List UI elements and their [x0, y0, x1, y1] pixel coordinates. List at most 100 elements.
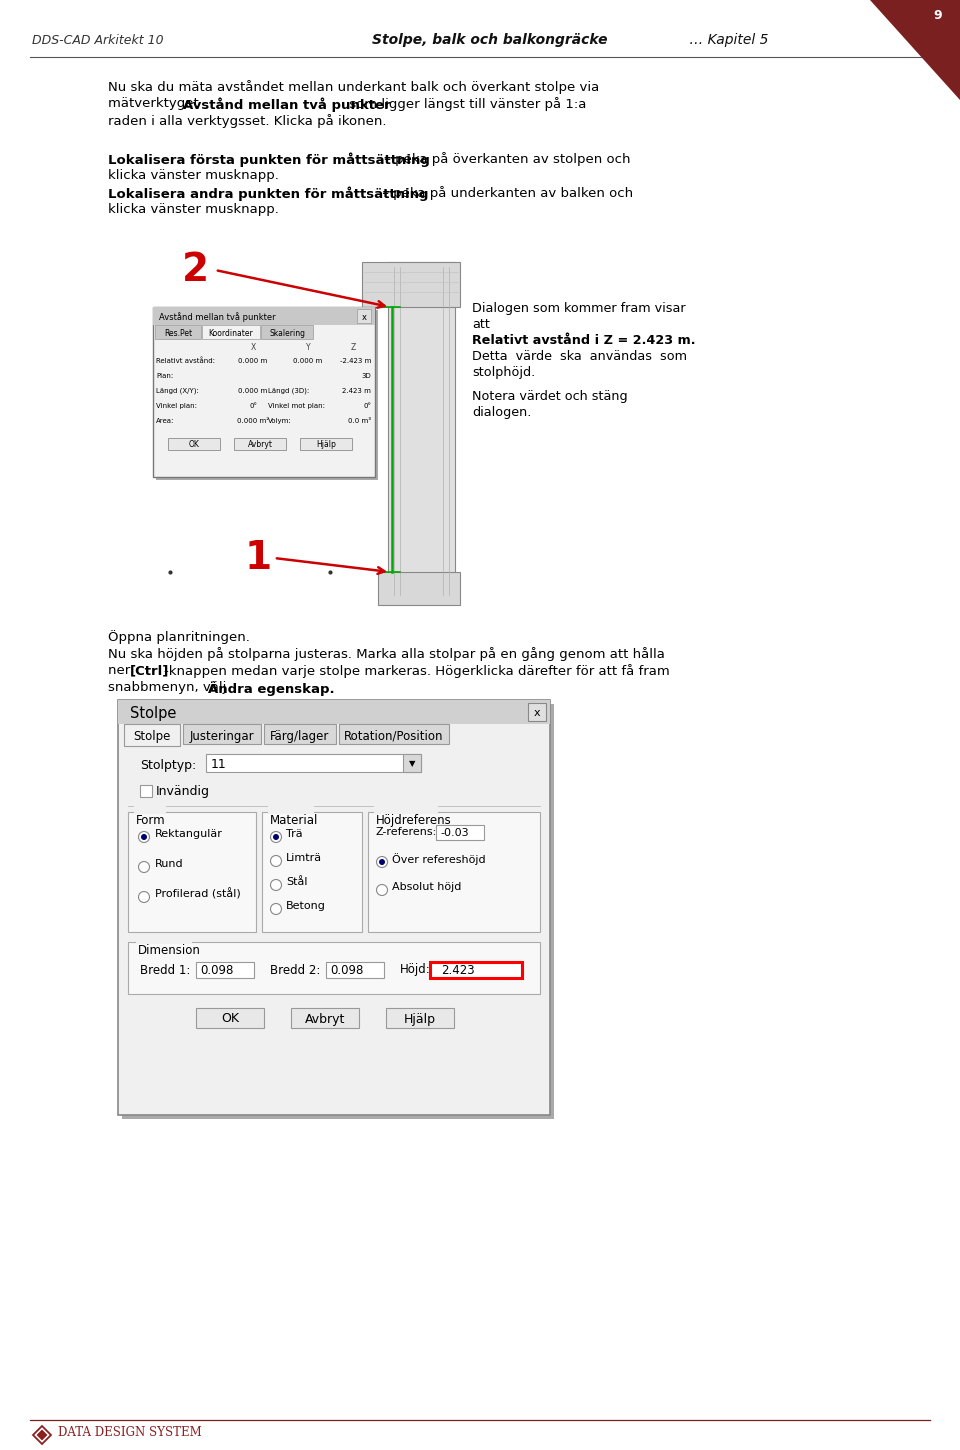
Text: Bredd 1:: Bredd 1:	[140, 963, 190, 976]
Text: -2.423 m: -2.423 m	[340, 358, 371, 364]
Circle shape	[138, 892, 150, 902]
Text: Z-referens:: Z-referens:	[376, 826, 437, 837]
Text: Vinkel plan:: Vinkel plan:	[156, 403, 197, 409]
Text: Area:: Area:	[156, 418, 175, 423]
Text: X: X	[251, 342, 255, 351]
Text: Trä: Trä	[286, 829, 302, 840]
Text: Volym:: Volym:	[268, 418, 292, 423]
Bar	[128, 812, 256, 932]
Text: Rund: Rund	[155, 858, 183, 869]
Text: Form: Form	[136, 813, 166, 826]
Text: Z: Z	[350, 342, 355, 351]
Text: Över refereshöjd: Över refereshöjd	[392, 853, 486, 866]
Bar	[362, 262, 460, 307]
Bar	[140, 784, 152, 798]
Text: Dialogen som kommer fram visar: Dialogen som kommer fram visar	[472, 302, 685, 315]
Text: raden i alla verktygsset. Klicka på ikonen.: raden i alla verktygsset. Klicka på ikon…	[108, 115, 387, 128]
Text: Färg/lager: Färg/lager	[271, 729, 329, 742]
Text: 9: 9	[934, 9, 943, 22]
Text: DATA DESIGN SYSTEM: DATA DESIGN SYSTEM	[58, 1425, 202, 1438]
Circle shape	[138, 831, 150, 842]
Text: x: x	[534, 708, 540, 718]
Bar	[357, 309, 371, 323]
Text: Avstånd mellan två punkter: Avstånd mellan två punkter	[159, 312, 276, 322]
Circle shape	[379, 858, 385, 866]
Text: Hjälp: Hjälp	[316, 439, 336, 448]
Text: Stolpe, balk och balkongräcke: Stolpe, balk och balkongräcke	[372, 33, 608, 46]
Text: 0.098: 0.098	[200, 964, 233, 977]
Text: Hjälp: Hjälp	[404, 1012, 436, 1025]
Circle shape	[138, 861, 150, 873]
Bar	[339, 724, 449, 744]
Text: 2.423 m: 2.423 m	[342, 389, 371, 394]
Text: Relativt avstånd i Z = 2.423 m.: Relativt avstånd i Z = 2.423 m.	[472, 334, 695, 347]
Bar	[136, 934, 192, 944]
Bar	[430, 961, 522, 977]
Text: 0.000 m: 0.000 m	[238, 389, 268, 394]
Text: Längd (3D):: Längd (3D):	[268, 387, 309, 394]
Text: Avbryt: Avbryt	[248, 439, 273, 448]
Text: Stolpe: Stolpe	[130, 706, 177, 721]
Text: 0°: 0°	[363, 403, 371, 409]
Circle shape	[271, 856, 281, 867]
Bar	[388, 262, 455, 600]
Text: … Kapitel 5: … Kapitel 5	[685, 33, 769, 46]
Text: -knappen medan varje stolpe markeras. Högerklicka därefter för att få fram: -knappen medan varje stolpe markeras. Hö…	[164, 664, 670, 679]
Text: 1: 1	[245, 539, 272, 577]
Text: Relativt avstånd:: Relativt avstånd:	[156, 358, 215, 364]
Text: dialogen.: dialogen.	[472, 406, 532, 419]
Text: Plan:: Plan:	[156, 373, 173, 378]
Text: 0.098: 0.098	[330, 964, 364, 977]
Circle shape	[271, 831, 281, 842]
Bar	[155, 325, 201, 339]
Text: Lokalisera första punkten för måttsättning: Lokalisera första punkten för måttsättni…	[108, 152, 430, 167]
Text: Limträ: Limträ	[286, 853, 323, 863]
Text: Y: Y	[305, 342, 310, 351]
Text: klicka vänster musknapp.: klicka vänster musknapp.	[108, 170, 278, 183]
Text: 3D: 3D	[361, 373, 371, 378]
Bar	[291, 1008, 359, 1028]
Bar	[118, 700, 550, 724]
Text: Detta  värde  ska  användas  som: Detta värde ska användas som	[472, 349, 687, 362]
Text: Skalering: Skalering	[269, 329, 305, 338]
Bar	[134, 803, 166, 813]
Text: Absolut höjd: Absolut höjd	[392, 882, 462, 892]
Bar	[206, 754, 421, 771]
Text: Justeringar: Justeringar	[190, 729, 254, 742]
Text: Lokalisera andra punkten för måttsättning: Lokalisera andra punkten för måttsättnin…	[108, 186, 428, 200]
Text: Res.Pet: Res.Pet	[164, 329, 192, 338]
Text: Stolpe: Stolpe	[133, 729, 171, 742]
Text: Vinkel mot plan:: Vinkel mot plan:	[268, 403, 325, 409]
Text: Invändig: Invändig	[156, 784, 210, 798]
Text: Bredd 2:: Bredd 2:	[270, 963, 321, 976]
Text: [Ctrl]: [Ctrl]	[130, 664, 169, 677]
Bar	[122, 705, 554, 1119]
Circle shape	[376, 857, 388, 867]
Bar	[168, 438, 220, 450]
Text: Avstånd mellan två punkter: Avstånd mellan två punkter	[183, 97, 391, 112]
Text: 0.0 m³: 0.0 m³	[348, 418, 371, 423]
Circle shape	[273, 834, 279, 840]
Text: Profilerad (stål): Profilerad (stål)	[155, 889, 241, 899]
Bar	[374, 803, 438, 813]
Bar	[183, 724, 261, 744]
Bar	[261, 325, 313, 339]
Bar	[196, 1008, 264, 1028]
Text: Rektangulär: Rektangulär	[155, 829, 223, 840]
Text: Material: Material	[270, 813, 319, 826]
Bar	[528, 703, 546, 721]
Text: Koordinater: Koordinater	[208, 329, 253, 338]
Text: Stolptyp:: Stolptyp:	[140, 758, 196, 771]
Text: snabbmenyn, välj: snabbmenyn, välj	[108, 682, 230, 695]
Text: 2.423: 2.423	[442, 964, 475, 977]
Bar	[386, 1008, 454, 1028]
Text: 0°: 0°	[249, 403, 257, 409]
Bar	[153, 307, 375, 325]
Text: stolphöjd.: stolphöjd.	[472, 365, 536, 378]
Text: 0.000 m: 0.000 m	[238, 358, 268, 364]
Text: Nu ska du mäta avståndet mellan underkant balk och överkant stolpe via: Nu ska du mäta avståndet mellan underkan…	[108, 80, 599, 94]
Text: 2: 2	[181, 251, 208, 289]
Text: Rotation/Position: Rotation/Position	[345, 729, 444, 742]
Bar	[436, 825, 484, 840]
Text: klicka vänster musknapp.: klicka vänster musknapp.	[108, 203, 278, 216]
